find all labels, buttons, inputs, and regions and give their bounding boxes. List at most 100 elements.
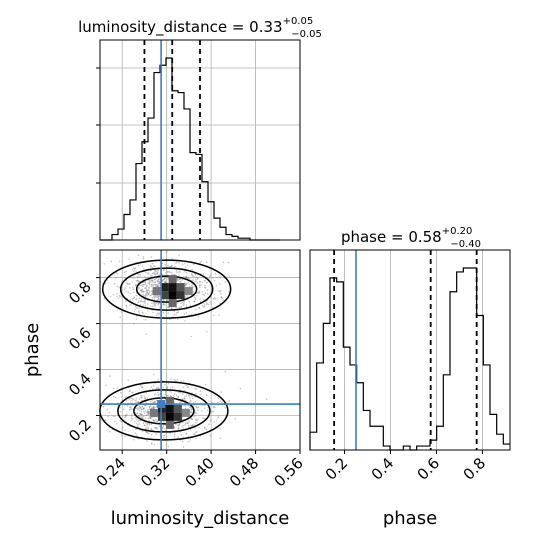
sample-point: [125, 290, 127, 293]
sample-point: [222, 261, 225, 264]
sample-point: [192, 404, 195, 407]
sample-point: [104, 282, 107, 285]
sample-point: [116, 422, 118, 425]
sample-point: [195, 419, 198, 422]
sample-point: [124, 429, 126, 431]
sample-point: [116, 273, 119, 275]
sample-point: [157, 296, 160, 298]
sample-point: [183, 313, 186, 315]
sample-point: [206, 302, 209, 305]
sample-point: [146, 411, 149, 414]
sample-point: [157, 393, 160, 396]
sample-point: [147, 282, 150, 284]
sample-point: [143, 295, 146, 297]
sample-point: [186, 422, 189, 425]
sample-point: [155, 285, 158, 287]
sample-point: [139, 284, 141, 287]
sample-point: [128, 258, 130, 260]
sample-point: [149, 405, 152, 408]
sample-point: [219, 427, 221, 430]
sample-point: [214, 298, 216, 300]
sample-point: [148, 282, 151, 285]
sample-point: [130, 408, 132, 411]
sample-point: [163, 299, 165, 301]
sample-point: [144, 410, 147, 412]
sample-point: [129, 283, 131, 285]
sample-point: [157, 378, 159, 381]
sample-point: [196, 295, 198, 297]
sample-point: [164, 393, 167, 396]
sample-point: [164, 392, 167, 394]
sample-point: [144, 424, 146, 427]
sample-point: [135, 298, 137, 301]
sample-point: [189, 397, 191, 399]
sample-point: [188, 404, 190, 407]
sample-point: [183, 302, 185, 305]
sample-point: [135, 280, 138, 282]
density-block-1-2: [173, 404, 182, 413]
sample-point: [188, 420, 190, 423]
sample-point: [219, 275, 221, 278]
sample-point: [133, 296, 136, 299]
sample-point: [183, 389, 185, 392]
xtick-label-distance-3: 0.48: [226, 454, 262, 490]
sample-point: [179, 270, 181, 273]
sample-point: [161, 274, 164, 276]
sample-point: [185, 276, 188, 278]
sample-point: [220, 391, 223, 394]
sample-point: [144, 281, 147, 283]
sample-point: [146, 431, 148, 434]
sample-point: [138, 420, 140, 422]
sample-point: [120, 421, 123, 423]
sample-point: [191, 418, 194, 421]
hist-distance: [100, 57, 280, 241]
sample-point: [144, 302, 146, 304]
sample-point: [212, 314, 215, 317]
sample-point: [183, 275, 185, 278]
sample-point: [164, 280, 166, 283]
sample-point: [200, 394, 202, 396]
sample-point: [210, 274, 212, 277]
sample-point: [136, 412, 139, 415]
sample-point: [157, 285, 159, 287]
sample-point: [190, 425, 192, 427]
sample-point: [185, 304, 188, 306]
hist-phase: [309, 267, 510, 451]
sample-point: [142, 290, 144, 293]
sample-point: [184, 422, 187, 424]
sample-point: [181, 301, 184, 303]
sample-point: [171, 307, 173, 310]
sample-point: [228, 275, 231, 278]
sample-point: [158, 282, 160, 284]
density-block-0-3: [160, 291, 169, 300]
sample-point: [168, 318, 171, 321]
sample-point: [138, 426, 140, 429]
sample-point: [150, 284, 153, 286]
sample-point: [204, 284, 206, 287]
panel-joint-density: 0.24 0.32 0.40 0.48 0.56 0.2 0.4 0.6 0.8: [65, 249, 307, 490]
sample-point: [145, 292, 148, 294]
sample-point: [198, 284, 201, 287]
sample-point: [155, 418, 157, 421]
sample-point: [151, 284, 154, 286]
sample-point: [154, 269, 156, 271]
sample-point: [154, 265, 156, 268]
sample-point: [187, 276, 190, 279]
sample-point: [200, 284, 202, 287]
sample-point: [210, 288, 213, 291]
sample-point: [137, 401, 139, 404]
sample-point: [146, 411, 148, 414]
sample-point: [133, 297, 136, 299]
sample-point: [217, 416, 219, 419]
sample-point: [215, 419, 218, 422]
sample-point: [143, 281, 145, 284]
sample-point: [88, 316, 90, 318]
sample-point: [125, 304, 127, 307]
sample-point: [187, 281, 189, 284]
sample-point: [170, 307, 173, 309]
sample-point: [136, 401, 139, 404]
sample-point: [153, 426, 156, 429]
sample-point: [166, 299, 169, 301]
sample-point: [197, 315, 200, 318]
